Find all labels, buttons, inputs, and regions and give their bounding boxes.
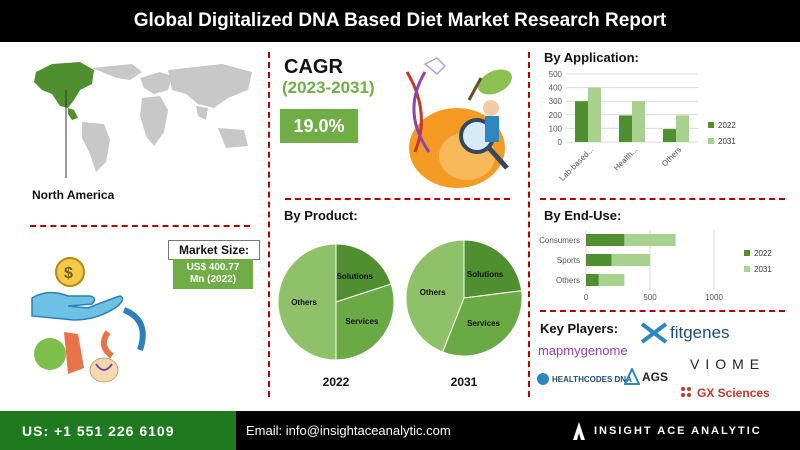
divider-right-h1 xyxy=(540,198,785,200)
enduse-category-label: Others xyxy=(556,276,580,285)
app-bar xyxy=(575,101,588,142)
footer-email: Email: info@insightaceanalytic.com xyxy=(236,411,566,450)
app-bar xyxy=(619,115,632,142)
cagr-title: CAGR xyxy=(284,56,343,78)
enduse-legend-swatch xyxy=(744,266,750,272)
enduse-bar xyxy=(611,254,650,266)
enduse-category-label: Consumers xyxy=(539,236,580,245)
healthcodes-label: HEALTHCODES DNA xyxy=(552,374,632,384)
gx-sciences-icon xyxy=(681,387,691,397)
divider-left-h xyxy=(30,225,250,227)
enduse-bar xyxy=(598,274,625,286)
logo-viome: VIOME xyxy=(690,356,766,372)
enduse-category-label: Sports xyxy=(557,256,580,265)
product-pies: Solutions Services Others 2022 Solutions Serv… xyxy=(277,239,523,389)
app-bar xyxy=(632,101,645,142)
world-map-icon xyxy=(34,62,252,178)
fitgenes-label: fitgenes xyxy=(670,323,730,342)
pie-slice-label: Services xyxy=(345,317,378,326)
ags-label: AGS xyxy=(642,370,669,384)
by-product-title: By Product: xyxy=(284,208,358,223)
footer-brand-label: INSIGHT ACE ANALYTIC xyxy=(594,424,762,437)
pie-slice xyxy=(335,283,395,361)
enduse-legend-label: 2022 xyxy=(754,249,772,258)
footer-phone: US: +1 551 226 6109 xyxy=(0,411,236,450)
cagr-period: (2023-2031) xyxy=(282,78,375,97)
divider-left xyxy=(268,52,270,397)
enduse-xtick-label: 500 xyxy=(643,293,657,302)
end-use-chart: 0 500 1000 Consumers Sports Others 2022 2031 xyxy=(539,230,772,302)
svg-text:$: $ xyxy=(64,265,73,282)
footer-brand: INSIGHT ACE ANALYTIC xyxy=(566,411,800,450)
market-size-value-line2: Mn (2022) xyxy=(189,274,237,285)
app-legend-label: 2022 xyxy=(718,121,736,130)
app-category-label: Lab-based... xyxy=(558,145,596,183)
app-bar xyxy=(663,129,676,142)
enduse-bar xyxy=(586,254,612,266)
enduse-xtick-label: 0 xyxy=(584,293,589,302)
enduse-legend-label: 2031 xyxy=(754,265,772,274)
by-application-title: By Application: xyxy=(544,50,639,65)
divider-right-h2 xyxy=(540,310,785,312)
application-chart: 0 100 200 300 400 500 Lab-based... Health... Oth… xyxy=(549,70,737,183)
app-ytick-label: 400 xyxy=(549,84,563,93)
key-players-title: Key Players: xyxy=(540,321,619,336)
logo-ags: AGS xyxy=(624,368,668,386)
enduse-xtick-label: 1000 xyxy=(705,293,723,302)
divider-mid-h xyxy=(285,198,510,200)
ags-icon xyxy=(624,368,640,385)
app-legend-swatch xyxy=(708,138,714,144)
pie-slice-label: Solutions xyxy=(337,272,374,281)
pie-slice xyxy=(441,290,523,357)
market-size-label: Market Size: xyxy=(168,240,260,260)
pie-year-label: 2031 xyxy=(451,375,478,389)
healthcodes-icon xyxy=(537,373,549,385)
enduse-bar xyxy=(586,274,599,286)
app-ytick-label: 500 xyxy=(549,70,563,79)
logo-healthcodes: HEALTHCODES DNA xyxy=(536,372,632,386)
app-ytick-label: 200 xyxy=(549,111,563,120)
by-end-use-title: By End-Use: xyxy=(544,208,622,223)
pie-slice-label: Others xyxy=(420,288,446,297)
app-bar xyxy=(588,87,601,142)
pie-slice xyxy=(277,243,337,361)
logo-mapmygenome: mapmygenome xyxy=(538,343,628,358)
pie-slice xyxy=(405,239,465,353)
enduse-bar xyxy=(624,234,676,246)
app-legend-swatch xyxy=(708,122,714,128)
report-title: Global Digitalized DNA Based Diet Market… xyxy=(0,0,800,42)
enduse-legend-swatch xyxy=(744,250,750,256)
cagr-value: 19.0% xyxy=(280,109,358,143)
pie-year-label: 2022 xyxy=(323,375,350,389)
dna-apple-icon xyxy=(405,57,512,188)
logo-fitgenes: fitgenes xyxy=(640,322,730,344)
app-legend-label: 2031 xyxy=(718,137,736,146)
app-bar xyxy=(676,115,689,142)
enduse-bar xyxy=(586,234,625,246)
app-category-label: Others xyxy=(660,145,683,168)
divider-right xyxy=(528,52,530,397)
pie-slice-label: Services xyxy=(467,319,500,328)
app-ytick-label: 0 xyxy=(558,138,563,147)
market-size-value: US$ 400.77 Mn (2022) xyxy=(173,259,253,289)
pie-slice xyxy=(335,243,392,303)
market-size-value-line1: US$ 400.77 xyxy=(186,262,240,273)
app-category-label: Health... xyxy=(612,145,639,172)
pie-slice xyxy=(463,239,523,299)
region-label: North America xyxy=(32,188,115,202)
insight-logo-icon xyxy=(573,421,585,440)
app-ytick-label: 300 xyxy=(549,97,563,106)
pie-slice-label: Others xyxy=(291,298,317,307)
gx-sciences-label: GX Sciences xyxy=(697,386,770,400)
fitgenes-icon xyxy=(640,322,668,344)
app-ytick-label: 100 xyxy=(549,124,563,133)
logo-gx-sciences: GX Sciences xyxy=(680,386,770,400)
money-hand-icon: $ xyxy=(31,257,146,383)
pie-slice-label: Solutions xyxy=(467,270,504,279)
